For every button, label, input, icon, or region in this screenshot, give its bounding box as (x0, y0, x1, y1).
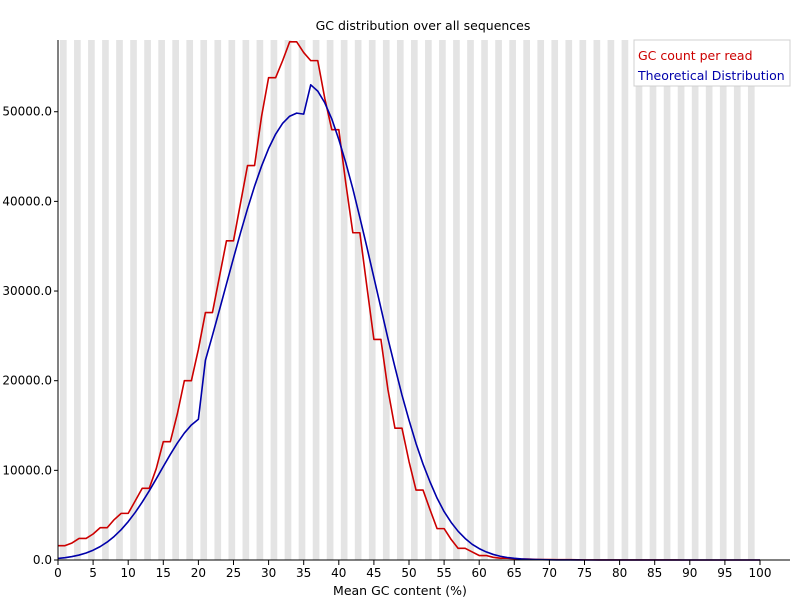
background-band (607, 40, 615, 560)
background-band (284, 40, 292, 560)
x-tick-label: 55 (436, 566, 451, 580)
background-band (172, 40, 179, 560)
background-band (719, 40, 727, 560)
legend-box (633, 39, 791, 87)
y-tick-label: 40000.0 (2, 194, 52, 208)
background-band (705, 40, 713, 560)
background-band (382, 40, 390, 560)
x-axis-label: Mean GC content (%) (333, 583, 467, 598)
chart-title: GC distribution over all sequences (316, 18, 531, 33)
x-tick-label: 45 (366, 566, 381, 580)
x-tick-label: 25 (226, 566, 241, 580)
background-band (747, 40, 755, 560)
y-tick-label: 0.0 (33, 553, 52, 567)
background-band (537, 40, 545, 560)
background-band (326, 40, 334, 560)
background-band (453, 40, 460, 560)
background-band (298, 40, 306, 560)
x-tick-label: 100 (749, 566, 772, 580)
background-band (621, 40, 629, 560)
background-band (144, 40, 151, 560)
axes (57, 40, 790, 561)
x-tick-label: 60 (472, 566, 487, 580)
background-band (130, 40, 137, 560)
x-tick-label: 40 (331, 566, 346, 580)
y-tick-label: 50000.0 (2, 105, 52, 119)
y-axis-ticks: 0.0 10000.0 20000.0 30000.0 40000.0 50000.0 (2, 105, 58, 567)
background-band (116, 40, 123, 560)
background-band (158, 40, 165, 560)
background-band (467, 40, 474, 560)
background-band (579, 40, 587, 560)
x-tick-label: 75 (577, 566, 592, 580)
background-band (565, 40, 573, 560)
background-band (411, 40, 418, 560)
x-tick-label: 10 (121, 566, 136, 580)
legend-item-theoretical: Theoretical Distribution (637, 68, 785, 83)
y-tick-label: 20000.0 (2, 374, 52, 388)
x-tick-label: 70 (542, 566, 557, 580)
background-band (354, 40, 362, 560)
legend-item-gc-count: GC count per read (638, 48, 753, 63)
background-band (88, 40, 95, 560)
background-band (340, 40, 348, 560)
background-band (593, 40, 601, 560)
background-band (481, 40, 488, 560)
legend: GC count per read Theoretical Distributi… (633, 39, 791, 87)
x-tick-label: 80 (612, 566, 627, 580)
background-band (691, 40, 699, 560)
background-band (649, 40, 657, 560)
x-tick-label: 0 (54, 566, 62, 580)
background-band (242, 40, 250, 560)
background-band (200, 40, 208, 560)
background-band (256, 40, 264, 560)
background-band (186, 40, 194, 560)
background-band (733, 40, 741, 560)
x-tick-label: 5 (89, 566, 97, 580)
background-band (312, 40, 320, 560)
background-band (425, 40, 432, 560)
x-tick-label: 50 (401, 566, 416, 580)
x-tick-label: 90 (682, 566, 697, 580)
x-tick-label: 30 (261, 566, 276, 580)
x-tick-label: 15 (156, 566, 171, 580)
background-band (523, 40, 530, 560)
y-tick-label: 10000.0 (2, 463, 52, 477)
background-band (509, 40, 516, 560)
background-band (60, 40, 67, 560)
background-band (495, 40, 502, 560)
background-band (551, 40, 559, 560)
x-tick-label: 20 (191, 566, 206, 580)
background-band (635, 40, 643, 560)
background-band (214, 40, 222, 560)
background-band (270, 40, 278, 560)
background-band (396, 40, 404, 560)
x-tick-label: 35 (296, 566, 311, 580)
background-band (439, 40, 446, 560)
x-axis-ticks: 0 5 10 15 20 25 30 35 40 45 50 55 60 65 70 75 80 85 90 95 10… (54, 560, 771, 580)
background-band (102, 40, 109, 560)
background-band (74, 40, 81, 560)
background-bands (60, 40, 755, 560)
background-band (677, 40, 685, 560)
x-tick-label: 85 (647, 566, 662, 580)
x-tick-label: 65 (507, 566, 522, 580)
background-band (368, 40, 376, 560)
background-band (663, 40, 671, 560)
y-tick-label: 30000.0 (2, 284, 52, 298)
background-band (228, 40, 236, 560)
x-tick-label: 95 (717, 566, 732, 580)
